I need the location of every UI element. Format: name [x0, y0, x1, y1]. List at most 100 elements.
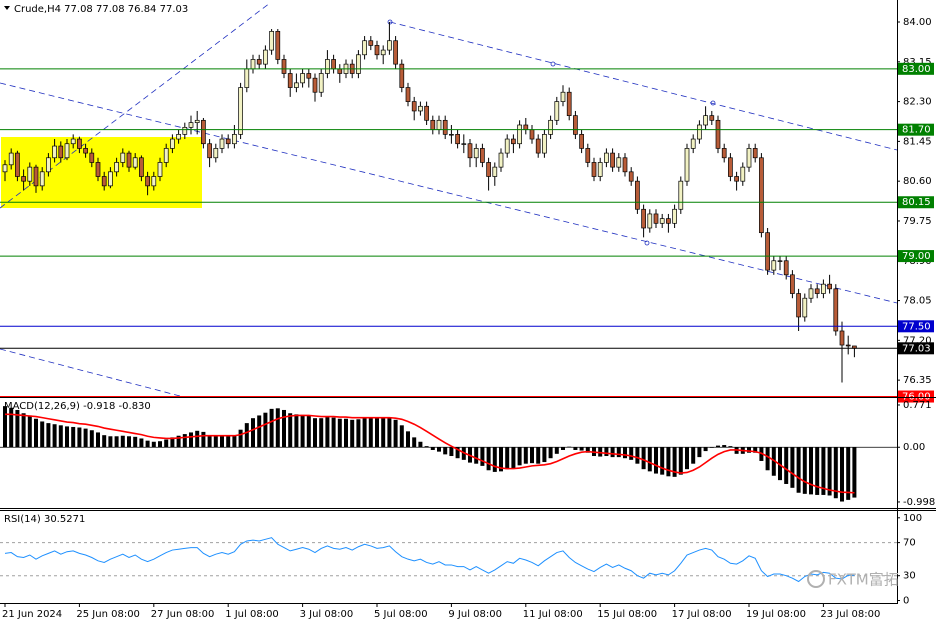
candle-body	[604, 152, 609, 163]
histogram-bar	[771, 447, 776, 476]
anchor	[644, 240, 650, 246]
level-label-box	[898, 123, 934, 136]
candle-body	[225, 138, 231, 145]
candle-body	[597, 162, 603, 177]
histogram-bar	[300, 414, 305, 448]
candle-body	[573, 115, 578, 135]
candle-body	[833, 288, 839, 332]
histogram-bar	[381, 417, 386, 448]
candle-body	[535, 138, 541, 154]
y-tick-label: 80.60	[903, 176, 932, 187]
histogram-bar	[127, 436, 131, 448]
x-tick-label: 25 Jun 08:00	[76, 609, 140, 620]
histogram-bar	[821, 447, 826, 495]
histogram-bar	[852, 447, 857, 498]
candle-body	[399, 63, 405, 88]
trend-line	[389, 21, 898, 151]
candle-body	[461, 143, 467, 145]
candle-body	[58, 145, 64, 159]
histogram-bar	[660, 447, 665, 475]
histogram-bar	[3, 406, 7, 448]
histogram-bar	[666, 447, 671, 477]
histogram-bar	[523, 447, 528, 464]
histogram-bar	[703, 447, 708, 452]
histogram-bar	[623, 447, 627, 459]
x-tick-label: 27 Jun 08:00	[151, 609, 215, 620]
candle-body	[517, 124, 522, 145]
candle-body	[362, 40, 367, 56]
histogram-bar	[189, 432, 193, 448]
histogram-bar	[678, 447, 683, 475]
x-tick-label: 21 Jun 2024	[2, 609, 62, 620]
x-tick-label: 11 Jul 08:00	[523, 609, 583, 620]
histogram-bar	[65, 426, 69, 448]
candle-body	[554, 101, 560, 121]
histogram-bar	[58, 425, 63, 448]
anchor	[387, 19, 393, 25]
anchor	[550, 61, 556, 67]
candle-body	[281, 59, 287, 74]
histogram-bar	[71, 426, 76, 448]
candle-body	[697, 124, 702, 140]
level-label-box	[898, 250, 934, 263]
histogram-bar	[77, 427, 82, 448]
histogram-bar	[691, 447, 696, 464]
y-tick-label: 0.00	[903, 442, 925, 453]
candle-body	[628, 171, 634, 182]
x-tick-label: 1 Jul 08:00	[225, 609, 279, 620]
histogram-bar	[96, 432, 100, 448]
candle-body	[734, 176, 739, 182]
candle-body	[380, 49, 386, 56]
histogram-bar	[9, 407, 14, 448]
histogram-bar	[244, 423, 249, 448]
histogram-bar	[207, 435, 212, 448]
candle-body	[449, 134, 454, 136]
x-tick-label: 19 Jul 08:00	[746, 609, 806, 620]
x-tick-label: 23 Jul 08:00	[820, 609, 880, 620]
candle-body	[585, 148, 591, 163]
candle-body	[703, 115, 708, 126]
histogram-bar	[542, 447, 547, 463]
candle-body	[21, 176, 26, 182]
candle-body	[666, 218, 671, 224]
histogram-bar	[784, 447, 789, 484]
histogram-bar	[747, 447, 751, 453]
histogram-bar	[294, 414, 299, 448]
histogram-bar	[554, 447, 559, 454]
histogram-bar	[430, 447, 435, 450]
histogram-bar	[517, 447, 522, 466]
candle-body	[523, 124, 529, 131]
candle-body	[374, 45, 380, 56]
candle-body	[176, 134, 181, 140]
histogram-bar	[226, 435, 231, 448]
histogram-bar	[778, 447, 782, 481]
candle-body	[101, 176, 107, 187]
candle-body	[504, 138, 510, 154]
histogram-bar	[269, 408, 274, 448]
histogram-bar	[697, 447, 702, 458]
y-tick-label: 77.20	[903, 335, 932, 346]
y-tick-label: 79.75	[903, 216, 932, 227]
histogram-bar	[375, 417, 379, 448]
candle-body	[411, 101, 417, 112]
candle-body	[678, 180, 684, 210]
histogram-bar	[598, 447, 603, 457]
histogram-bar	[629, 447, 634, 460]
y-tick-label: 0	[903, 596, 909, 607]
histogram-bar	[455, 447, 460, 459]
candle-body	[746, 148, 752, 168]
candle-body	[579, 134, 584, 149]
macd-title: MACD(12,26,9) -0.918 -0.830	[4, 401, 151, 412]
level-label: 80.15	[902, 197, 931, 208]
histogram-bar	[120, 435, 125, 448]
histogram-bar	[52, 424, 57, 448]
symbol-icon	[4, 6, 10, 10]
candle-body	[771, 260, 777, 271]
histogram-bar	[641, 447, 646, 470]
histogram-bar	[716, 445, 720, 448]
candle-body	[839, 330, 845, 346]
candle-body	[647, 213, 653, 229]
candle-body	[145, 176, 150, 187]
histogram-bar	[393, 419, 398, 448]
